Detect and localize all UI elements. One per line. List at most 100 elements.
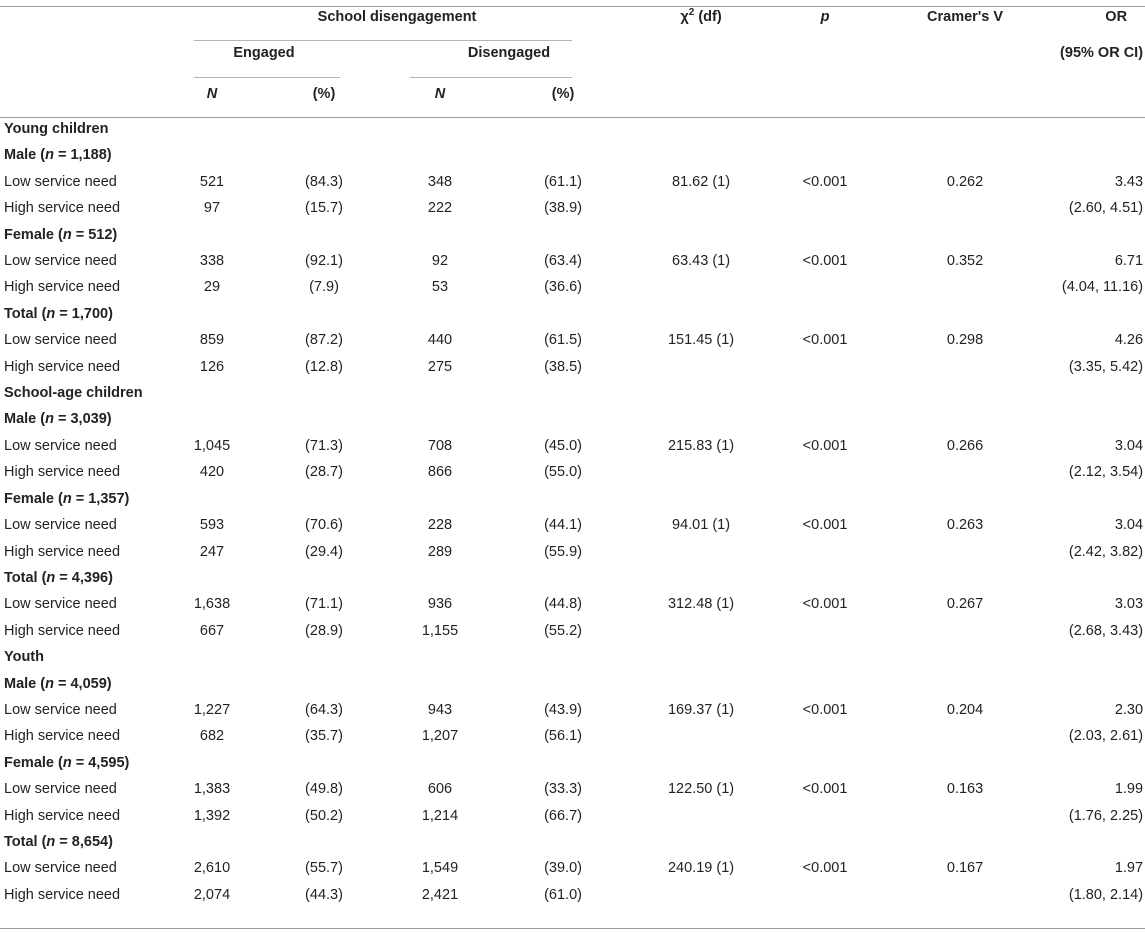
engaged-pct-cell: (15.7) <box>305 200 343 217</box>
odds-ratio-cell: (2.03, 2.61) <box>1068 728 1144 745</box>
section-title: School-age children <box>4 385 143 402</box>
disengaged-n-cell: 866 <box>427 464 453 481</box>
p-value-cell: <0.001 <box>802 332 848 349</box>
table-row: High service need 1,392 (50.2) 1,214 (66.7) (… <box>0 803 1145 829</box>
disengaged-pct-cell: (55.2) <box>544 622 582 639</box>
table-row: High service need 247 (29.4) 289 (55.9) (2.42… <box>0 539 1145 565</box>
cramers-v-cell <box>880 618 1050 644</box>
p-value-cell: <0.001 <box>802 701 848 718</box>
odds-ratio-cell: 3.43 <box>1114 173 1144 190</box>
engaged-n-cell: 667 <box>199 622 225 639</box>
engaged-n-cell: 97 <box>203 200 221 217</box>
p-value-cell: <0.001 <box>802 781 848 798</box>
table-row: High service need 126 (12.8) 275 (38.5) (3.35… <box>0 354 1145 380</box>
disengaged-underline <box>410 77 572 78</box>
disengaged-n-cell: 936 <box>427 596 453 613</box>
disengaged-n-cell: 275 <box>427 358 453 375</box>
section-title: Youth <box>4 649 44 666</box>
section-row: Youth <box>0 644 1145 670</box>
odds-ratio-cell: (2.60, 4.51) <box>1068 200 1144 217</box>
cramers-v-cell <box>880 882 1050 908</box>
engaged-n-cell: 420 <box>199 464 225 481</box>
odds-ratio-cell: (2.68, 3.43) <box>1068 622 1144 639</box>
chi-square-cell <box>632 459 770 485</box>
engaged-pct-cell: (35.7) <box>305 728 343 745</box>
odds-ratio-cell: (2.12, 3.54) <box>1068 464 1144 481</box>
chi-square-header: χ2 (df) <box>680 7 722 25</box>
odds-ratio-cell: (2.42, 3.82) <box>1068 543 1144 560</box>
p-value-cell: <0.001 <box>802 596 848 613</box>
row-label: High service need <box>4 886 121 903</box>
group-row: Total (n = 4,396) <box>0 565 1145 591</box>
disengaged-n-cell: 289 <box>427 543 453 560</box>
engaged-n-cell: 1,227 <box>193 701 231 718</box>
engaged-n-cell: 521 <box>199 173 225 190</box>
engaged-pct-cell: (87.2) <box>305 332 343 349</box>
odds-ratio-cell: 3.04 <box>1114 517 1144 534</box>
engaged-underline <box>194 77 340 78</box>
odds-ratio-cell: (1.76, 2.25) <box>1068 807 1144 824</box>
p-value-cell <box>770 539 880 565</box>
group-title: Male (n = 4,059) <box>4 675 112 692</box>
chi-square-cell <box>632 723 770 749</box>
engaged-header: Engaged <box>233 45 295 61</box>
odds-ratio-cell: (1.80, 2.14) <box>1068 886 1144 903</box>
chi-square-cell: 169.37 (1) <box>667 701 735 718</box>
cramers-v-cell <box>880 274 1050 300</box>
disengaged-n-cell: 1,549 <box>421 860 459 877</box>
disengaged-pct-cell: (33.3) <box>544 781 582 798</box>
chi-square-cell <box>632 539 770 565</box>
chi-square-cell: 94.01 (1) <box>672 517 731 534</box>
disengaged-pct-cell: (43.9) <box>544 701 582 718</box>
disengaged-n-cell: 222 <box>427 200 453 217</box>
chi-square-cell <box>632 618 770 644</box>
cramers-v-cell: 0.263 <box>946 517 984 534</box>
disengaged-n-cell: 1,214 <box>421 807 459 824</box>
or-header: OR <box>1105 9 1128 25</box>
school-disengagement-underline <box>194 40 572 41</box>
group-row: Female (n = 1,357) <box>0 486 1145 512</box>
p-value-cell: <0.001 <box>802 517 848 534</box>
odds-ratio-cell: (3.35, 5.42) <box>1068 358 1144 375</box>
cramers-v-cell: 0.266 <box>946 437 984 454</box>
row-label: Low service need <box>4 860 117 877</box>
disengaged-n-cell: 943 <box>427 701 453 718</box>
engaged-pct-cell: (55.7) <box>305 860 343 877</box>
engaged-pct-cell: (7.9) <box>309 279 339 296</box>
p-value-cell: <0.001 <box>802 860 848 877</box>
cramers-v-cell <box>880 539 1050 565</box>
group-row: Male (n = 3,039) <box>0 406 1145 432</box>
table-row: Low service need 1,638 (71.1) 936 (44.8) 312.… <box>0 591 1145 617</box>
disengaged-pct-cell: (56.1) <box>544 728 582 745</box>
group-row: Female (n = 4,595) <box>0 750 1145 776</box>
engaged-pct-cell: (44.3) <box>305 886 343 903</box>
row-label: Low service need <box>4 437 117 454</box>
group-title: Male (n = 3,039) <box>4 411 112 428</box>
disengaged-pct-cell: (61.5) <box>544 332 582 349</box>
row-label: Low service need <box>4 596 117 613</box>
cramers-v-cell: 0.163 <box>946 781 984 798</box>
group-title: Male (n = 1,188) <box>4 147 112 164</box>
disengaged-pct-cell: (61.0) <box>544 886 582 903</box>
engaged-n-cell: 338 <box>199 253 225 270</box>
cramers-v-cell: 0.262 <box>946 173 984 190</box>
engaged-pct-cell: (50.2) <box>305 807 343 824</box>
cramers-v-cell <box>880 354 1050 380</box>
group-title: Total (n = 8,654) <box>4 833 113 850</box>
cramers-v-cell <box>880 195 1050 221</box>
p-value-cell <box>770 882 880 908</box>
engaged-pct-cell: (92.1) <box>305 253 343 270</box>
engaged-pct-cell: (71.1) <box>305 596 343 613</box>
engaged-pct-cell: (84.3) <box>305 173 343 190</box>
group-row: Male (n = 1,188) <box>0 142 1145 168</box>
table-row: Low service need 1,383 (49.8) 606 (33.3) 122.… <box>0 776 1145 802</box>
section-row: Young children <box>0 116 1145 142</box>
p-value-cell <box>770 459 880 485</box>
table-row: High service need 420 (28.7) 866 (55.0) (2.12… <box>0 459 1145 485</box>
results-table: School disengagement χ2 (df) p Cramer's … <box>0 7 1145 908</box>
engaged-n-cell: 1,638 <box>193 596 231 613</box>
odds-ratio-cell: 1.97 <box>1114 860 1144 877</box>
group-row: Total (n = 8,654) <box>0 829 1145 855</box>
disengaged-n-cell: 92 <box>431 253 449 270</box>
table-row: Low service need 338 (92.1) 92 (63.4) 63.43 (… <box>0 248 1145 274</box>
